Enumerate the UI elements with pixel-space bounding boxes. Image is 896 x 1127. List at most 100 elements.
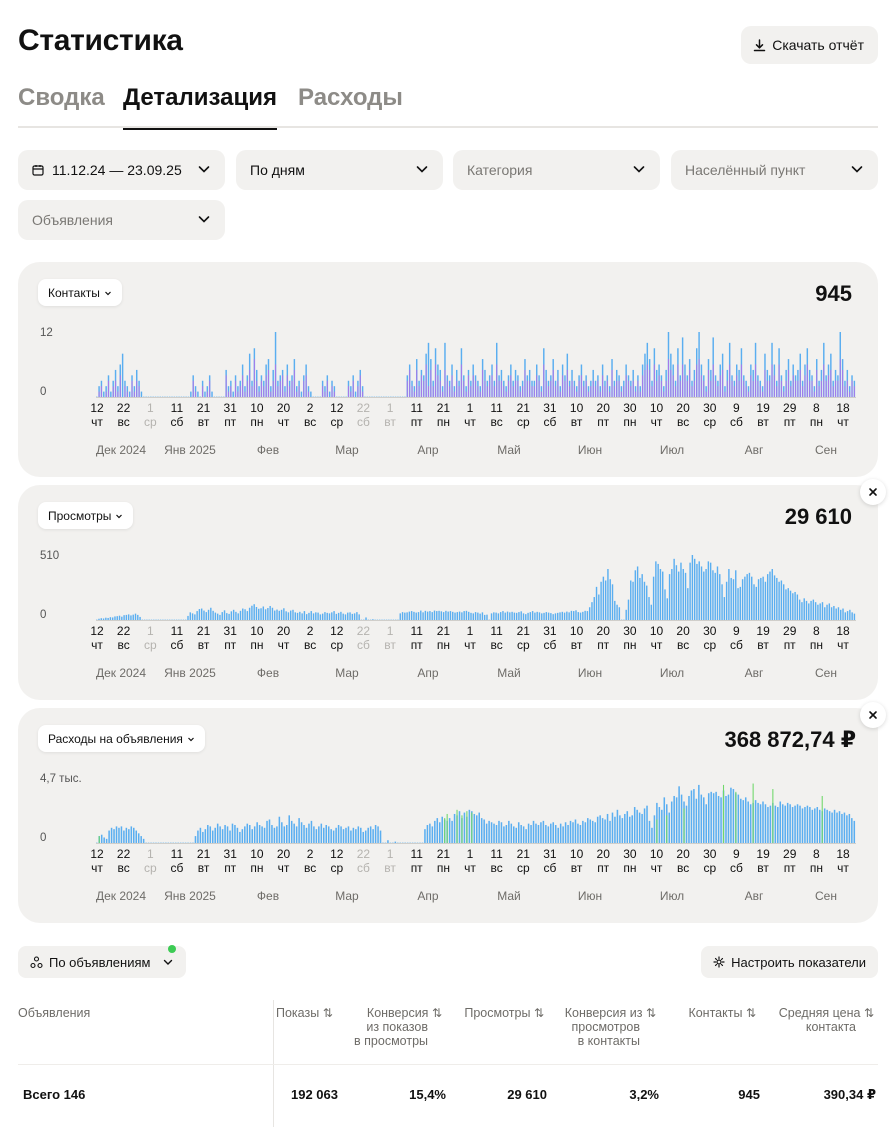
chart-bar: [584, 822, 587, 843]
chart-bar: [641, 574, 643, 620]
x-tick-day: 30: [703, 401, 717, 415]
city-select[interactable]: Населённый пункт: [671, 150, 878, 190]
chart-bar: [385, 619, 388, 620]
x-tick-day: 31: [543, 624, 557, 638]
chart-bar: [762, 576, 764, 620]
x-tick-weekday: чт: [837, 415, 849, 429]
chart-bar: [313, 826, 315, 843]
remove-ad-expenses-chart-button[interactable]: [860, 702, 886, 728]
x-tick-day: 1: [387, 624, 394, 638]
chart-bar: [485, 823, 488, 843]
metric-select-contacts[interactable]: Контакты: [38, 279, 122, 306]
tab-expenses[interactable]: Расходы: [298, 84, 403, 111]
chart-bar: [190, 391, 192, 397]
x-tick-weekday: пн: [623, 638, 636, 652]
chart-bar: [406, 842, 409, 843]
chart-bar: [631, 815, 633, 843]
column-header-contacts[interactable]: Контакты ⇅: [688, 1006, 756, 1020]
chart-bar: [317, 612, 319, 620]
chart-bar: [379, 619, 381, 620]
chart-bar: [559, 612, 561, 620]
chart-bar: [481, 612, 484, 620]
category-select[interactable]: Категория: [453, 150, 660, 190]
chart-bar: [716, 566, 719, 620]
configure-metrics-button[interactable]: Настроить показатели: [701, 946, 878, 978]
chart-bar: [727, 794, 730, 843]
chart-bar: [737, 794, 740, 843]
download-report-button[interactable]: Скачать отчёт: [741, 26, 878, 64]
chart-bar: [152, 396, 154, 397]
chart-bar: [232, 609, 235, 620]
chart-bar-secondary: [795, 380, 797, 397]
chart-bar: [468, 611, 470, 620]
chart-bar: [510, 823, 513, 843]
chart-bar: [408, 611, 411, 620]
x-tick-day: 9: [733, 624, 740, 638]
remove-views-chart-button[interactable]: [860, 479, 886, 505]
chart-bar-secondary: [818, 386, 820, 397]
chart-bar: [784, 805, 786, 843]
chart-bar-secondary: [456, 380, 458, 397]
chart-bar-secondary: [138, 386, 140, 397]
chart-bar-secondary: [656, 819, 658, 843]
chart-bar: [619, 815, 621, 843]
chart-bar-secondary: [844, 386, 846, 397]
ads-select[interactable]: Объявления: [18, 200, 225, 240]
chart-bar: [826, 604, 828, 620]
chart-bar-secondary: [564, 380, 566, 397]
x-tick-weekday: ср: [144, 638, 157, 652]
metric-select-ad-expenses[interactable]: Расходы на объявления: [38, 725, 205, 752]
chart-bar: [803, 598, 805, 620]
chart-bar-secondary: [133, 391, 135, 397]
tab-summary[interactable]: Сводка: [18, 84, 105, 111]
column-header-impressions[interactable]: Показы ⇅: [276, 1006, 333, 1020]
chart-bar-secondary: [637, 380, 639, 397]
chart-bar-secondary: [759, 386, 761, 397]
chart-bar: [531, 611, 534, 620]
chart-bar: [707, 793, 710, 843]
chart-bar-secondary: [477, 386, 479, 397]
x-tick-weekday: ср: [703, 638, 716, 652]
chart-bar: [321, 613, 324, 620]
x-tick-weekday: пн: [437, 638, 450, 652]
chart-bar-secondary: [307, 391, 309, 397]
chart-bar: [535, 823, 537, 843]
chart-bar-secondary: [272, 380, 274, 397]
group-by-select[interactable]: По объявлениям: [18, 946, 187, 978]
x-tick-weekday: пт: [411, 861, 423, 875]
grouping-select[interactable]: По дням: [236, 150, 443, 190]
chart-bar: [234, 825, 236, 843]
chart-bar: [846, 815, 848, 843]
x-tick-day: 21: [437, 401, 451, 415]
chart-bar: [364, 830, 367, 843]
x-tick-weekday: ср: [144, 861, 157, 875]
column-header-impression-conversion[interactable]: Конверсия ⇅ из показов в просмотры: [354, 1006, 442, 1048]
chart-bar: [700, 794, 703, 843]
x-tick-day: 30: [623, 401, 637, 415]
chart-bar-secondary: [722, 784, 725, 843]
chart-bar: [575, 610, 577, 620]
chart-bar-secondary: [757, 380, 759, 397]
x-tick-weekday: сб: [730, 638, 743, 652]
chart-bar: [426, 611, 429, 620]
chart-bar: [382, 842, 384, 843]
chart-bar: [787, 588, 789, 620]
column-header-views[interactable]: Просмотры ⇅: [464, 1006, 544, 1020]
chart-bar: [760, 577, 762, 620]
date-range-select[interactable]: 11.12.24 — 23.09.25: [18, 150, 225, 190]
x-month-label: Фев: [257, 443, 279, 457]
metric-label: Расходы на объявления: [48, 731, 183, 746]
tab-details[interactable]: Детализация: [123, 84, 277, 130]
chart-bar: [844, 612, 847, 620]
x-month-label: Июл: [660, 666, 684, 680]
column-header-avg-contact-price[interactable]: Средняя цена ⇅ контакта: [778, 1006, 874, 1034]
chart-bar: [155, 619, 157, 620]
table-column-divider: [273, 1000, 274, 1127]
column-header-view-conversion[interactable]: Конверсия из ⇅ просмотров в контакты: [564, 1006, 656, 1048]
chart-bar: [666, 598, 668, 620]
chart-bar: [717, 795, 720, 843]
chart-bar: [366, 396, 369, 397]
x-tick-weekday: ср: [703, 861, 716, 875]
chart-bar: [145, 396, 147, 397]
metric-select-views[interactable]: Просмотры: [38, 502, 134, 529]
